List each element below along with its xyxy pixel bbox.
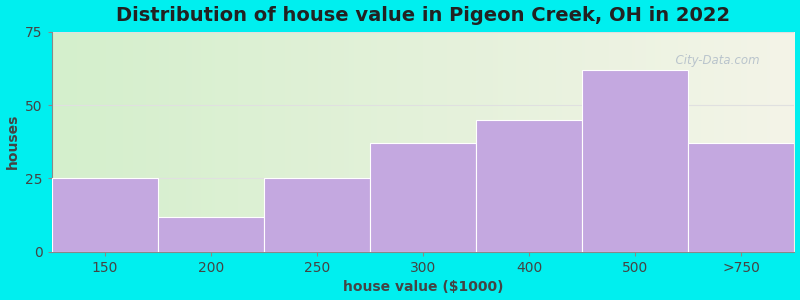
Bar	[52, 178, 158, 252]
Bar	[264, 178, 370, 252]
Bar	[582, 70, 688, 252]
Y-axis label: houses: houses	[6, 114, 19, 170]
Bar	[688, 143, 794, 252]
Bar	[476, 120, 582, 252]
X-axis label: house value ($1000): house value ($1000)	[342, 280, 503, 294]
Text: City-Data.com: City-Data.com	[668, 54, 760, 67]
Bar	[370, 143, 476, 252]
Bar	[158, 217, 264, 252]
Title: Distribution of house value in Pigeon Creek, OH in 2022: Distribution of house value in Pigeon Cr…	[116, 6, 730, 25]
